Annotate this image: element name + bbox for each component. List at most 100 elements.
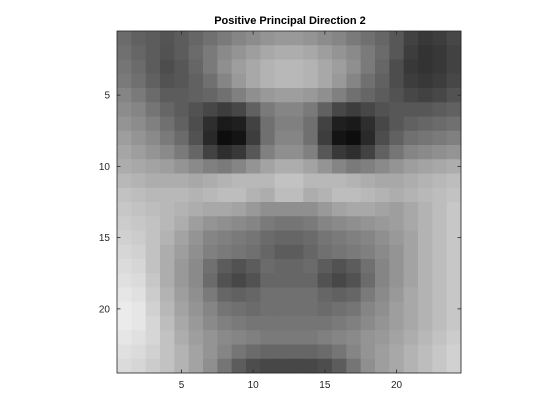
heatmap-cell bbox=[403, 102, 419, 117]
heatmap-cell bbox=[332, 59, 347, 75]
heatmap-cell bbox=[260, 130, 276, 146]
heatmap-cell bbox=[332, 316, 347, 331]
heatmap-cell bbox=[317, 230, 333, 246]
heatmap-cell bbox=[145, 187, 161, 203]
heatmap-cell bbox=[332, 230, 347, 246]
heatmap-cell bbox=[203, 145, 218, 160]
heatmap-cell bbox=[389, 230, 405, 246]
heatmap-cell bbox=[289, 244, 304, 260]
heatmap-cell bbox=[360, 244, 376, 260]
heatmap-cell bbox=[360, 216, 376, 231]
heatmap-cell bbox=[246, 102, 261, 117]
heatmap-cell bbox=[260, 187, 276, 203]
heatmap-cell bbox=[403, 130, 419, 146]
heatmap-cell bbox=[346, 116, 362, 132]
heatmap-cell bbox=[188, 358, 204, 374]
heatmap-cell bbox=[260, 358, 276, 374]
heatmap-cell bbox=[332, 244, 347, 260]
heatmap-cell bbox=[188, 59, 204, 75]
heatmap-cell bbox=[174, 358, 190, 374]
heatmap-cell bbox=[303, 159, 319, 174]
heatmap-cell bbox=[188, 287, 204, 303]
heatmap-cell bbox=[188, 45, 204, 60]
heatmap-cell bbox=[131, 130, 147, 146]
heatmap-cell bbox=[446, 159, 462, 174]
heatmap-cell bbox=[303, 230, 319, 246]
heatmap-cell bbox=[375, 130, 390, 146]
heatmap-cell bbox=[217, 130, 233, 146]
heatmap-cell bbox=[289, 159, 304, 174]
heatmap-cell bbox=[160, 358, 175, 374]
heatmap-cell bbox=[117, 116, 132, 132]
heatmap-cell bbox=[203, 173, 218, 189]
heatmap-cell bbox=[117, 244, 132, 260]
heatmap-cell bbox=[303, 273, 319, 288]
heatmap-cell bbox=[375, 202, 390, 217]
heatmap-cell bbox=[375, 301, 390, 317]
heatmap-cell bbox=[303, 145, 319, 160]
heatmap-cell bbox=[231, 116, 247, 132]
heatmap-cell bbox=[389, 330, 405, 345]
heatmap-cell bbox=[131, 102, 147, 117]
heatmap-cell bbox=[131, 301, 147, 317]
heatmap-cell bbox=[317, 358, 333, 374]
heatmap-cell bbox=[274, 187, 290, 203]
heatmap-cell bbox=[389, 259, 405, 274]
heatmap-cell bbox=[160, 344, 175, 360]
heatmap-cell bbox=[203, 330, 218, 345]
heatmap-cell bbox=[360, 202, 376, 217]
heatmap-cell bbox=[246, 73, 261, 89]
heatmap-cell bbox=[332, 330, 347, 345]
heatmap-cell bbox=[174, 287, 190, 303]
y-axis: 5 10 15 20 bbox=[99, 91, 461, 315]
heatmap-cell bbox=[403, 116, 419, 132]
heatmap-cell bbox=[432, 330, 448, 345]
heatmap-cell bbox=[246, 59, 261, 75]
heatmap-cell bbox=[231, 330, 247, 345]
heatmap-cell bbox=[432, 301, 448, 317]
heatmap-cell bbox=[246, 273, 261, 288]
heatmap-cell bbox=[446, 116, 462, 132]
heatmap-cell bbox=[160, 216, 175, 231]
heatmap-cell bbox=[131, 316, 147, 331]
heatmap-cell bbox=[145, 59, 161, 75]
heatmap-cell bbox=[246, 145, 261, 160]
heatmap-cell bbox=[418, 244, 433, 260]
heatmap-cell bbox=[432, 202, 448, 217]
heatmap-cell bbox=[231, 216, 247, 231]
heatmap-cell bbox=[174, 187, 190, 203]
heatmap-cell bbox=[174, 31, 190, 46]
heatmap-cell bbox=[174, 301, 190, 317]
heatmap-cell bbox=[217, 287, 233, 303]
heatmap-cell bbox=[203, 102, 218, 117]
heatmap-cell bbox=[274, 59, 290, 75]
heatmap-cell bbox=[303, 301, 319, 317]
heatmap-cell bbox=[360, 187, 376, 203]
heatmap-cell bbox=[174, 316, 190, 331]
heatmap-cell bbox=[117, 301, 132, 317]
heatmap-cell bbox=[332, 202, 347, 217]
heatmap-cell bbox=[160, 116, 175, 132]
heatmap-cell bbox=[375, 116, 390, 132]
heatmap-cell bbox=[231, 31, 247, 46]
heatmap-cell bbox=[160, 59, 175, 75]
heatmap-cell bbox=[188, 316, 204, 331]
heatmap-cell bbox=[260, 344, 276, 360]
heatmap-cell bbox=[231, 102, 247, 117]
heatmap-cell bbox=[446, 130, 462, 146]
heatmap-cell bbox=[203, 202, 218, 217]
heatmap-cell bbox=[217, 88, 233, 103]
heatmap-cell bbox=[375, 344, 390, 360]
heatmap-cell bbox=[260, 59, 276, 75]
heatmap-cell bbox=[217, 273, 233, 288]
heatmap-cell bbox=[160, 316, 175, 331]
heatmap-cell bbox=[432, 173, 448, 189]
heatmap-cell bbox=[174, 230, 190, 246]
heatmap-cell bbox=[203, 187, 218, 203]
heatmap-cell bbox=[131, 344, 147, 360]
heatmap-cell bbox=[145, 287, 161, 303]
heatmap-cell bbox=[160, 187, 175, 203]
heatmap-cell bbox=[446, 287, 462, 303]
heatmap-cell bbox=[432, 73, 448, 89]
